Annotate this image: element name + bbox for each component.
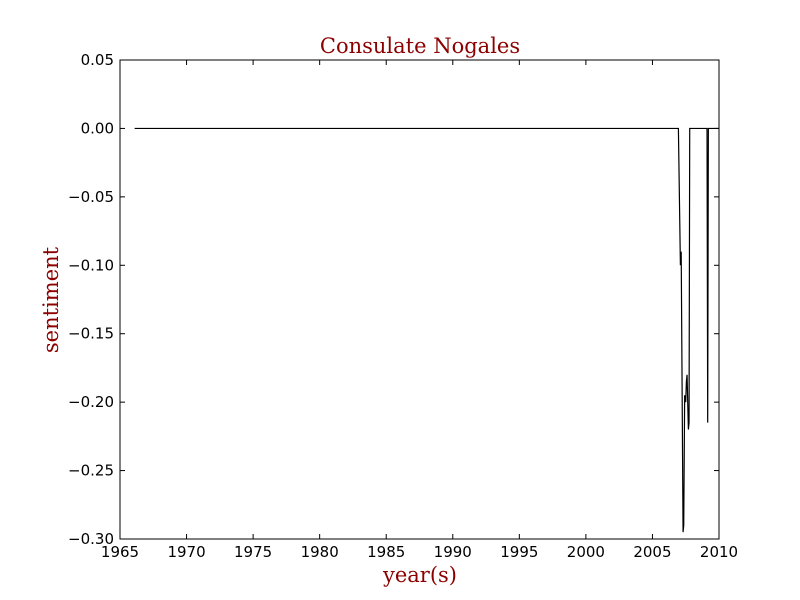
y-tick-label: −0.25 xyxy=(68,462,114,480)
y-tick-label: −0.10 xyxy=(68,256,114,274)
x-tick-label: 1985 xyxy=(367,543,405,561)
x-axis: 1965 1970 1975 1980 1985 1990 1995 2000 2005 2010 xyxy=(101,60,738,561)
x-tick-label: 2010 xyxy=(700,543,738,561)
x-axis-label: year(s) xyxy=(382,563,457,587)
y-axis-label: sentiment xyxy=(39,246,63,353)
x-tick-label: 1965 xyxy=(101,543,139,561)
x-tick-label: 1975 xyxy=(234,543,272,561)
x-tick-label: 1990 xyxy=(434,543,472,561)
y-tick-label: 0.00 xyxy=(81,119,114,137)
x-tick-label: 2005 xyxy=(633,543,671,561)
x-tick-label: 2000 xyxy=(567,543,605,561)
y-tick-label: −0.20 xyxy=(68,393,114,411)
x-tick-label: 1970 xyxy=(167,543,205,561)
y-tick-label: −0.15 xyxy=(68,325,114,343)
chart-title: Consulate Nogales xyxy=(320,34,520,58)
y-tick-label: −0.30 xyxy=(68,530,114,548)
x-tick-label: 1980 xyxy=(301,543,339,561)
x-tick-label: 1995 xyxy=(500,543,538,561)
y-tick-label: −0.05 xyxy=(68,188,114,206)
y-axis: 0.05 0.00 −0.05 −0.10 −0.15 −0.20 −0.25 −0.30 xyxy=(68,51,719,548)
y-tick-label: 0.05 xyxy=(81,51,114,69)
series-line xyxy=(134,127,719,533)
plot-frame xyxy=(119,59,720,540)
